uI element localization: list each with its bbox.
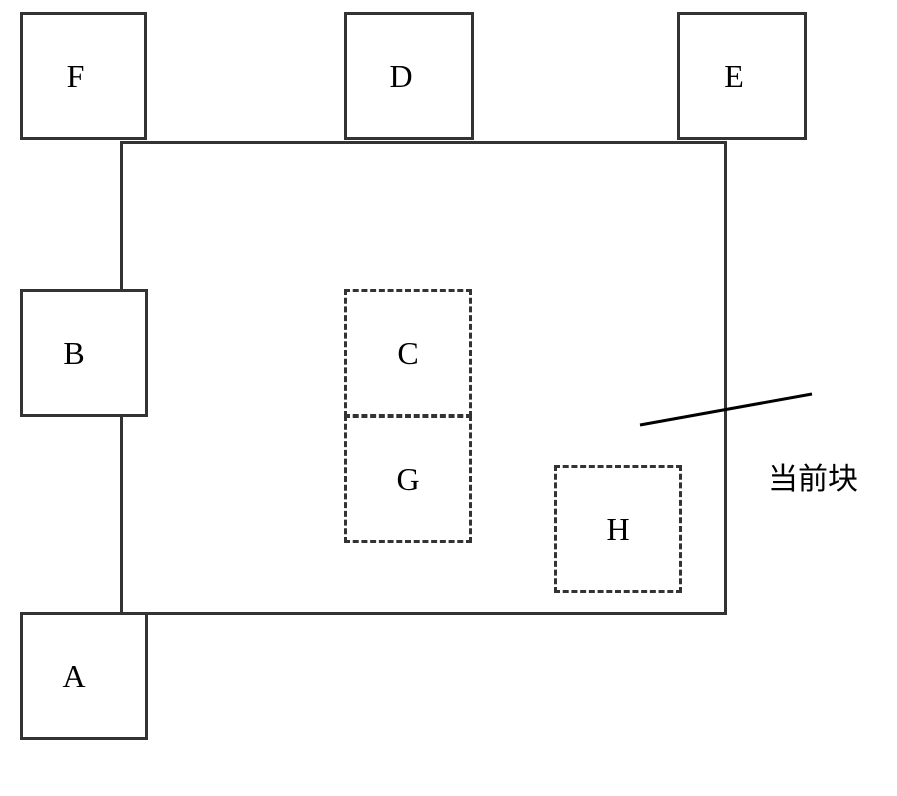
box-a-label: A: [62, 658, 85, 695]
box-c-label: C: [397, 335, 418, 372]
box-b: B: [20, 289, 148, 417]
box-g: G: [344, 415, 472, 543]
box-f: F: [20, 12, 147, 140]
current-block-annotation: 当前块: [768, 454, 858, 498]
box-a: A: [20, 612, 148, 740]
box-h: H: [554, 465, 682, 593]
box-h-label: H: [606, 511, 629, 548]
box-e: E: [677, 12, 807, 140]
box-e-label: E: [724, 58, 744, 95]
box-d-label: D: [389, 58, 412, 95]
box-b-label: B: [63, 335, 84, 372]
box-g-label: G: [396, 461, 419, 498]
box-d: D: [344, 12, 474, 140]
box-c: C: [344, 289, 472, 417]
box-f-label: F: [67, 58, 85, 95]
